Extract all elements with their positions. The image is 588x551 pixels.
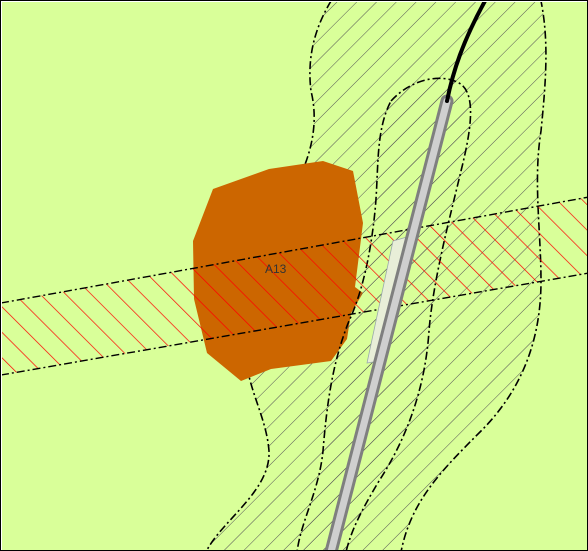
corridor-upper-boundary xyxy=(2,196,587,304)
parcel-label: A13 xyxy=(265,262,287,276)
road-inner xyxy=(327,97,451,550)
red-hatched-corridor[interactable] xyxy=(1,197,588,375)
corridor-lower-boundary xyxy=(2,272,587,376)
black-road-line[interactable] xyxy=(445,1,487,103)
